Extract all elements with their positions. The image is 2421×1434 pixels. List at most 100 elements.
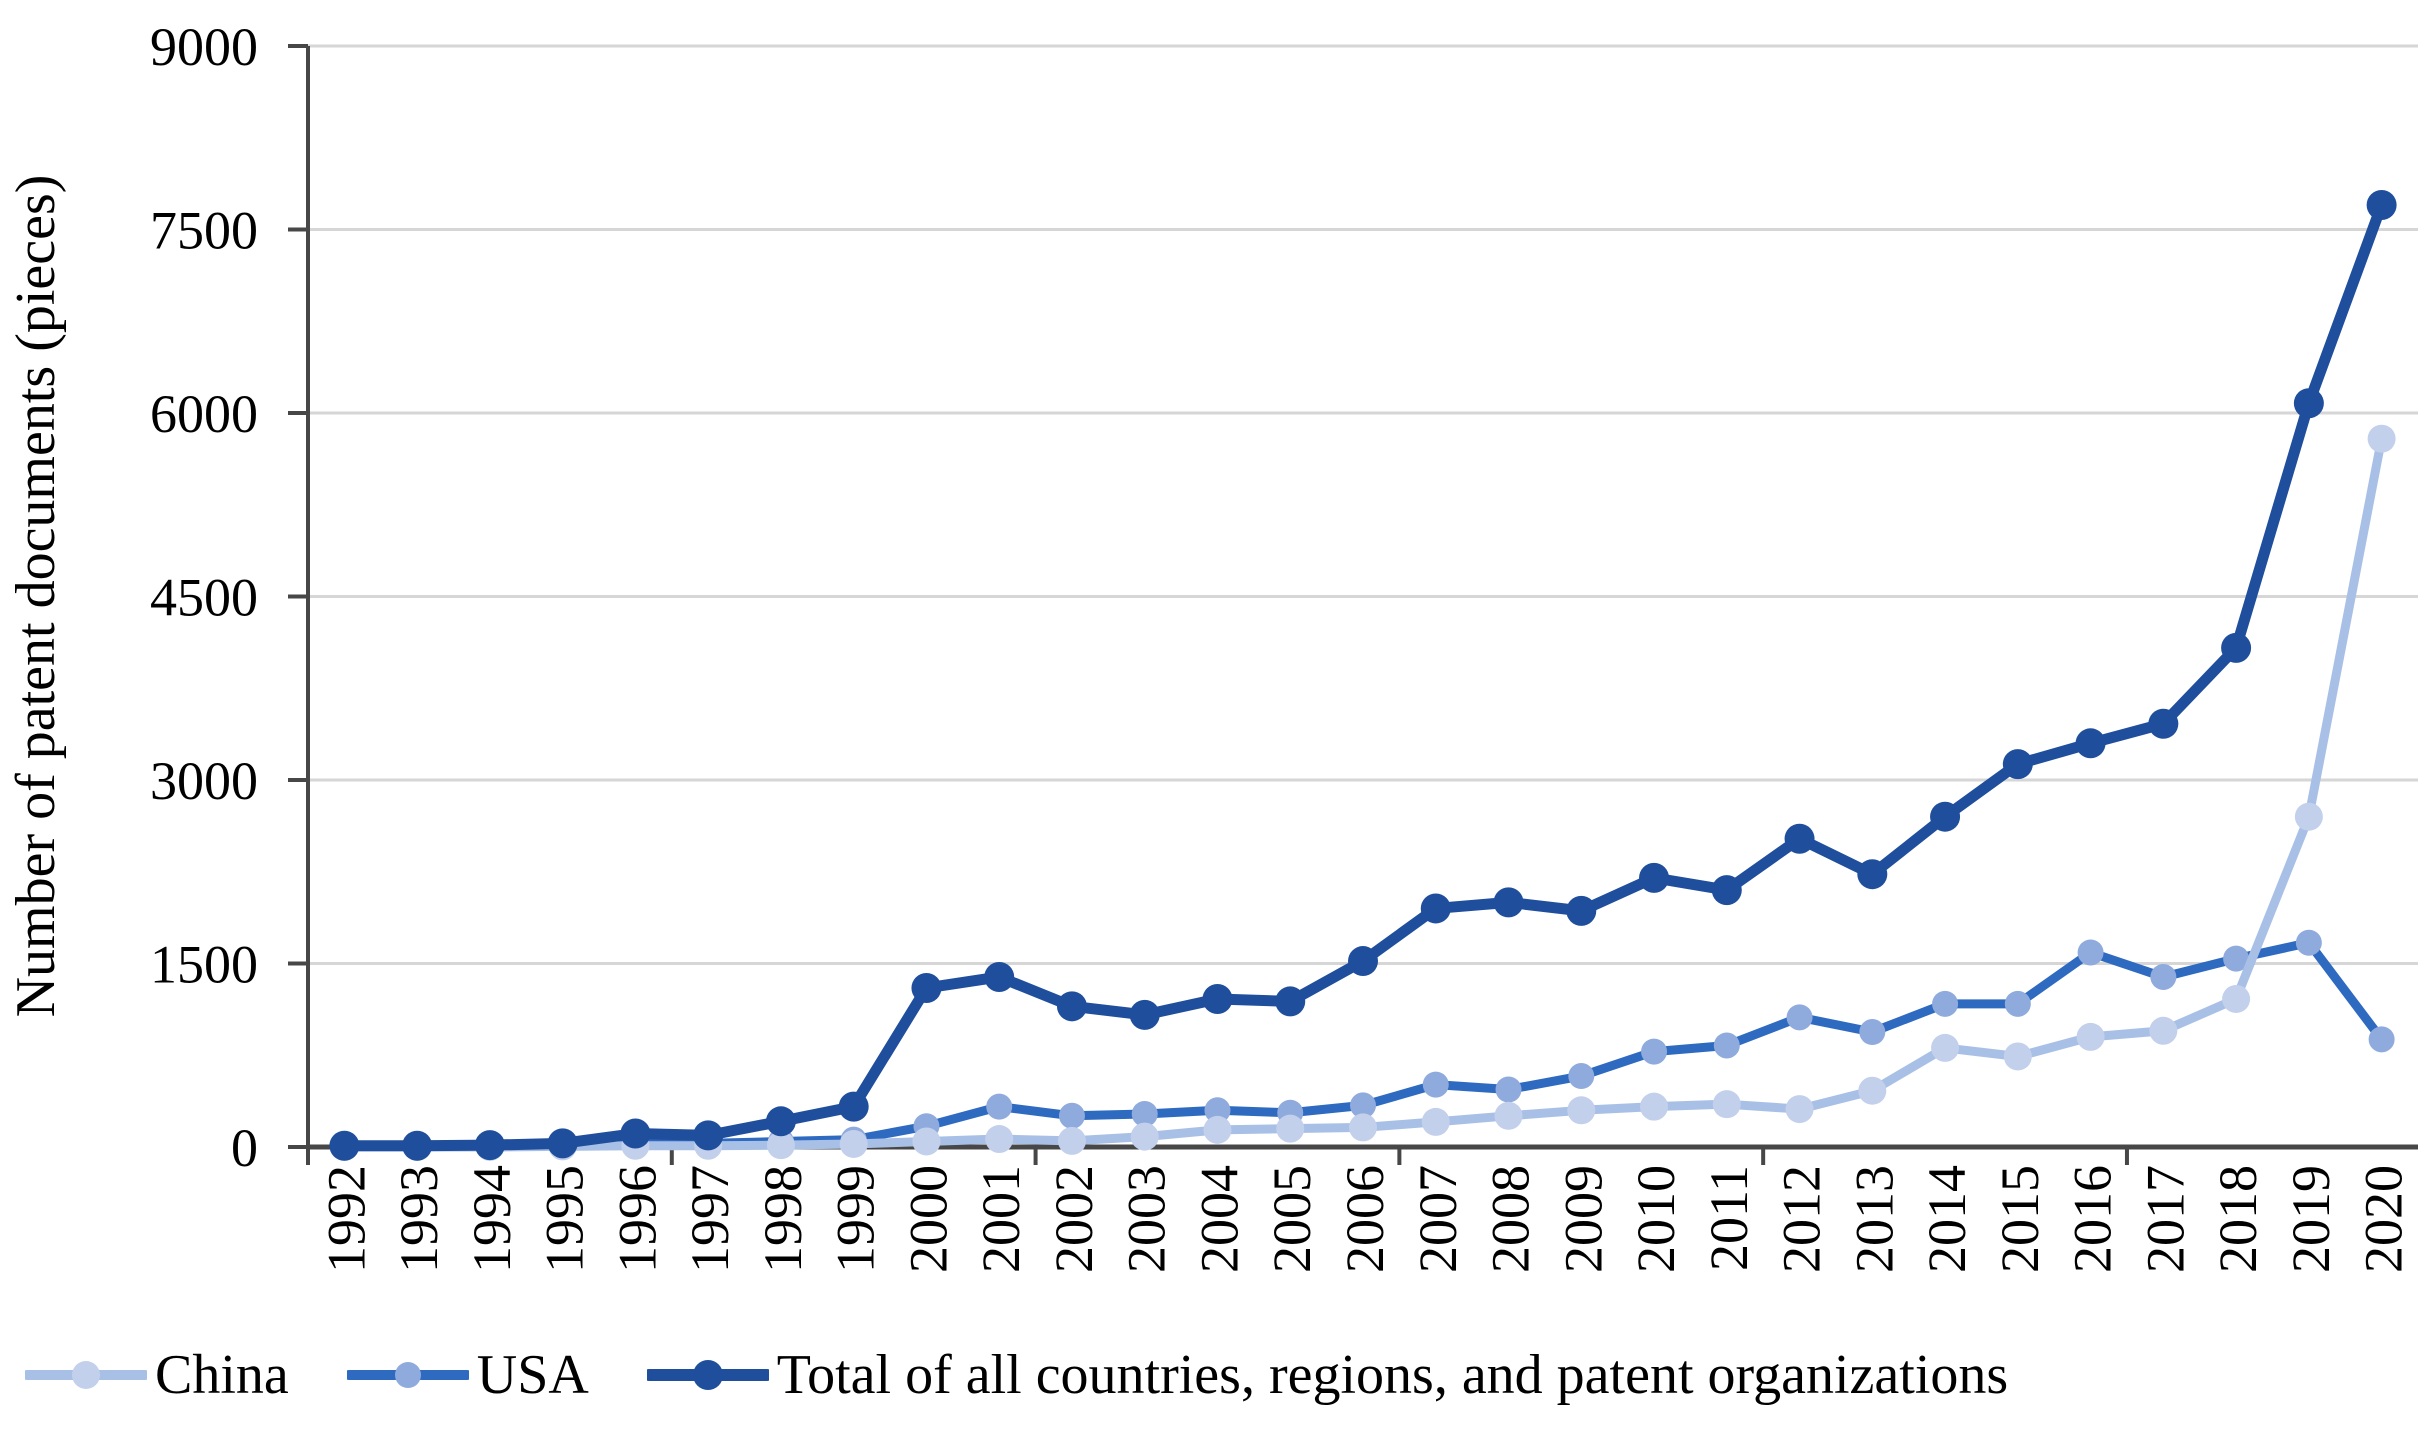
data-point-china-2017 [2149, 1016, 2178, 1045]
series-line-total [338, 199, 2388, 1152]
x-axis-label-2011: 2011 [1699, 1165, 1759, 1271]
data-point-usa-2006 [1350, 1092, 1376, 1119]
data-point-total-1998 [765, 1106, 796, 1137]
data-point-china-2005 [1276, 1114, 1305, 1143]
data-point-total-2013 [1857, 859, 1888, 890]
x-axis-label-2001: 2001 [971, 1165, 1031, 1273]
y-tick-label-1500: 1500 [150, 935, 258, 995]
x-axis-label-1998: 1998 [753, 1165, 813, 1273]
data-point-china-2009 [1567, 1096, 1596, 1125]
data-point-china-2012 [1785, 1095, 1814, 1124]
gridlines-layer [308, 44, 2418, 965]
x-axis-label-2007: 2007 [1408, 1165, 1468, 1273]
x-axis-label-1997: 1997 [680, 1165, 740, 1273]
data-point-total-2015 [2002, 749, 2033, 780]
data-point-china-2019 [2294, 802, 2323, 831]
data-point-total-1999 [838, 1091, 869, 1122]
x-axis-label-2019: 2019 [2281, 1165, 2341, 1273]
y-tick-label-7500: 7500 [150, 201, 258, 261]
data-point-total-2009 [1566, 895, 1597, 926]
x-axis-label-2013: 2013 [1844, 1165, 1904, 1273]
data-point-usa-2020 [2368, 1026, 2395, 1053]
x-axis-label-2003: 2003 [1117, 1165, 1177, 1273]
data-point-usa-2009 [1568, 1063, 1595, 1090]
data-point-usa-2004 [1204, 1097, 1231, 1124]
legend-marker-china-icon [25, 1361, 147, 1389]
x-axis-label-2008: 2008 [1481, 1165, 1541, 1273]
x-axis-label-2016: 2016 [2063, 1165, 2123, 1273]
y-axis-title: Number of patent documents (pieces) [5, 175, 67, 1018]
data-point-china-1998 [766, 1131, 795, 1160]
data-point-usa-2008 [1495, 1076, 1522, 1103]
data-point-total-2000 [911, 972, 942, 1003]
data-point-total-2011 [1711, 875, 1742, 906]
data-point-total-2002 [1056, 991, 1087, 1022]
data-point-usa-2014 [1932, 990, 1959, 1017]
data-point-total-1995 [547, 1128, 578, 1159]
x-axis-label-2014: 2014 [1917, 1165, 1977, 1273]
x-axis-label-1995: 1995 [535, 1165, 595, 1273]
data-point-usa-2007 [1422, 1071, 1449, 1098]
data-point-china-2010 [1640, 1092, 1669, 1121]
data-point-total-1994 [474, 1130, 505, 1161]
data-point-usa-2011 [1713, 1032, 1740, 1059]
data-point-total-2008 [1493, 887, 1524, 918]
x-axis-label-2010: 2010 [1626, 1165, 1686, 1273]
data-point-usa-2017 [2150, 963, 2177, 990]
x-axis-label-1994: 1994 [462, 1165, 522, 1273]
x-axis-label-2002: 2002 [1044, 1165, 1104, 1273]
data-point-usa-2015 [2004, 990, 2031, 1017]
data-point-china-2014 [1931, 1033, 1960, 1062]
legend-label-china: China [155, 1344, 289, 1406]
data-point-total-2005 [1275, 986, 1306, 1017]
y-tick-label-6000: 6000 [150, 384, 258, 444]
legend-dot-china [72, 1361, 100, 1389]
x-axis-label-1999: 1999 [826, 1165, 886, 1273]
legend-item-usa: USA [346, 1345, 589, 1405]
data-point-china-2015 [2003, 1042, 2032, 1071]
legend-dot-usa [394, 1362, 421, 1388]
data-point-total-1996 [620, 1118, 651, 1149]
data-point-total-2014 [1930, 801, 1961, 832]
data-point-china-2011 [1712, 1090, 1741, 1119]
data-point-total-2016 [2075, 728, 2106, 759]
data-point-total-2004 [1202, 983, 1233, 1014]
legend-item-china: China [25, 1345, 289, 1405]
data-point-china-2018 [2222, 984, 2251, 1013]
data-point-total-1992 [329, 1130, 360, 1161]
data-point-total-2020 [2366, 190, 2397, 221]
legend-marker-total-icon [646, 1360, 769, 1390]
y-tick-label-4500: 4500 [150, 568, 258, 628]
data-point-china-2004 [1203, 1115, 1232, 1144]
data-point-china-2003 [1130, 1122, 1159, 1151]
x-axis-label-2006: 2006 [1335, 1165, 1395, 1273]
data-point-total-2018 [2221, 632, 2252, 663]
data-point-total-2012 [1784, 823, 1815, 854]
data-point-usa-2001 [986, 1093, 1013, 1120]
data-point-total-2007 [1420, 893, 1451, 924]
data-point-usa-2003 [1131, 1100, 1158, 1127]
series-layer [329, 190, 2397, 1161]
legend-dot-total [692, 1360, 723, 1390]
data-point-china-2016 [2076, 1022, 2105, 1051]
data-point-usa-2013 [1859, 1019, 1886, 1046]
x-axis-label-2005: 2005 [1262, 1165, 1322, 1273]
data-point-usa-2012 [1786, 1004, 1813, 1031]
data-point-total-1997 [693, 1120, 724, 1151]
data-point-total-1993 [402, 1130, 433, 1161]
x-axis-label-2004: 2004 [1189, 1165, 1249, 1273]
series-china [330, 424, 2396, 1161]
series-total [329, 190, 2397, 1161]
data-point-total-2019 [2293, 388, 2324, 419]
data-point-china-2008 [1494, 1101, 1523, 1130]
data-point-china-2020 [2367, 424, 2396, 453]
data-point-china-2013 [1858, 1076, 1887, 1105]
x-axis-label-2018: 2018 [2208, 1165, 2268, 1273]
data-point-china-2002 [1057, 1126, 1086, 1155]
data-point-total-2017 [2148, 708, 2179, 739]
x-axis-label-2009: 2009 [1553, 1165, 1613, 1273]
x-axis-label-1996: 1996 [607, 1165, 667, 1273]
x-axis-label-2017: 2017 [2135, 1165, 2195, 1273]
